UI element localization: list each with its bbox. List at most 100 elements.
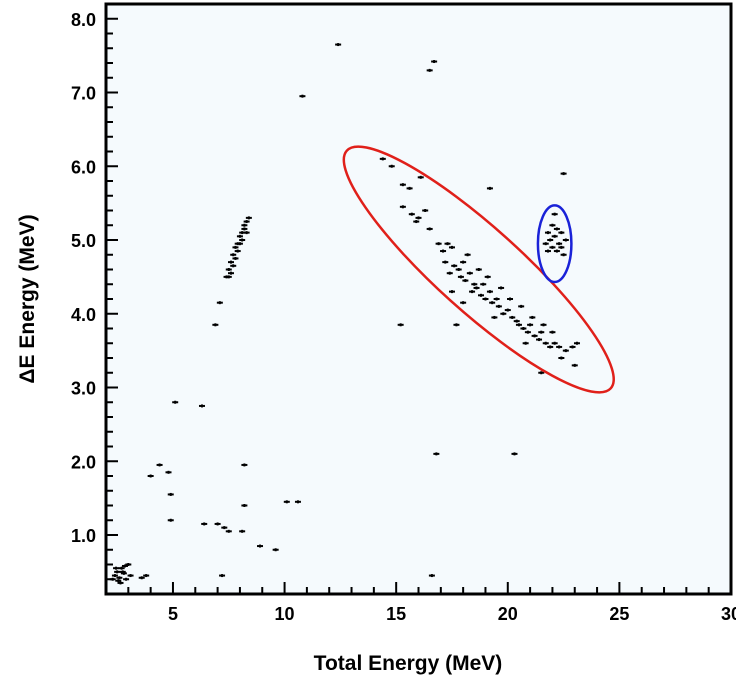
data-point [241,223,248,227]
x-tick-label: 10 [275,604,295,624]
data-point [413,220,420,224]
data-point [520,327,527,330]
data-point [529,315,536,319]
data-point [143,574,150,578]
data-point [283,500,290,504]
data-point [556,345,563,349]
data-point [198,404,205,408]
x-tick-label: 30 [721,604,736,624]
data-point [230,253,237,257]
data-point [216,301,223,305]
data-point [549,330,556,334]
data-point [446,271,453,275]
y-tick-label: 2.0 [71,452,96,472]
data-point [509,315,516,319]
data-point [558,356,565,360]
data-point [536,338,543,342]
data-point [114,570,121,574]
y-tick-label: 5.0 [71,231,96,251]
data-point [426,68,433,72]
data-point [116,576,123,580]
tick-labels: 5 10 15 20 25 30 1.0 2.0 3.0 4.0 5.0 6.0 7.0 8.0 [71,10,736,624]
data-point [448,290,455,294]
data-point [457,275,464,279]
data-point [228,260,234,264]
data-point [417,175,424,179]
data-point [118,566,125,570]
y-axis-label: ΔE Energy (MeV) [16,214,39,383]
data-point [460,301,467,305]
data-point [491,315,498,319]
data-point [478,293,484,297]
data-point [119,570,126,574]
data-point [225,268,232,271]
y-tick-label: 4.0 [71,305,96,325]
data-point [127,574,134,578]
data-point [232,256,239,260]
data-point [406,186,413,190]
data-point [504,308,511,312]
y-tick-label: 1.0 [71,526,96,546]
data-point [241,463,248,467]
data-point [544,231,551,235]
data-point [243,220,250,224]
data-point [444,242,451,246]
data-point [299,94,306,98]
data-point [486,290,493,294]
data-point [551,212,558,216]
data-point [225,275,232,279]
data-point [562,349,569,353]
data-point [221,526,228,530]
data-point [335,43,342,47]
data-point [553,249,560,253]
x-axis-label: Total Energy (MeV) [314,652,503,675]
data-point [272,548,279,552]
data-point [495,304,502,308]
data-point [573,341,580,345]
data-point [531,334,538,338]
data-point [558,245,565,249]
data-point [236,234,243,238]
data-point [482,297,489,301]
data-point [428,574,435,578]
data-point [379,157,386,161]
data-point [556,242,563,246]
data-point [551,341,558,345]
data-point [451,264,458,268]
data-point [440,249,447,253]
data-point [448,245,455,249]
data-point [466,271,473,275]
data-point [464,253,471,257]
y-tick-label: 7.0 [71,84,96,104]
data-point [558,231,565,235]
y-tick-label: 6.0 [71,157,96,177]
x-tick-label: 25 [609,604,629,624]
data-point [219,574,226,578]
data-point [422,209,429,212]
data-point [167,492,174,496]
data-point [113,566,120,570]
red-ellipse-annotation [342,145,615,394]
data-point [493,297,500,301]
data-point [542,341,549,345]
data-point [294,500,301,504]
data-point [484,275,491,279]
annotations [342,145,615,394]
data-point [507,297,514,301]
data-point [562,238,569,242]
data-point [500,312,507,316]
data-point [117,581,124,585]
data-point [455,268,462,271]
data-point [165,470,172,474]
data-point [527,323,534,327]
data-point [560,253,567,257]
data-point [241,227,248,231]
data-point [399,183,406,187]
data-point [473,286,480,290]
data-point [167,518,174,522]
data-point [115,579,122,583]
data-point [538,371,545,375]
data-point [442,260,449,264]
data-point [522,341,529,345]
